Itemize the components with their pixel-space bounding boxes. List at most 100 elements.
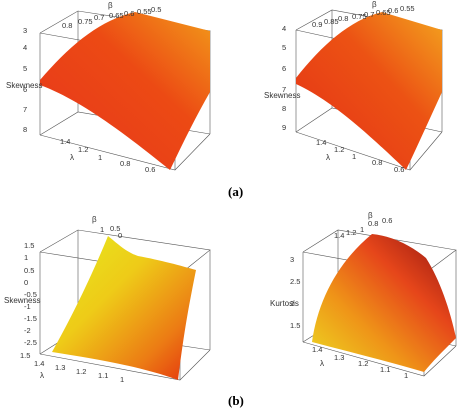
y-tick: 0.6 xyxy=(145,165,155,174)
z-axis-ticks: 3 2.5 2 1.5 xyxy=(290,255,300,330)
surface xyxy=(52,236,196,380)
x-tick: 1 xyxy=(100,225,104,234)
y-axis-label: λ xyxy=(326,153,330,162)
chart-b-right: 3 2.5 2 1.5 Kurtosis 1.4 1.3 1.2 1.1 1 λ… xyxy=(270,211,457,380)
z-axis-label: Skewness xyxy=(6,81,42,90)
x-axis-ticks: 1 0.5 0 xyxy=(100,224,122,240)
x-tick: 0.7 xyxy=(364,10,374,19)
z-tick: 6 xyxy=(282,64,286,73)
x-tick: 0 xyxy=(118,231,122,240)
y-tick: 1.5 xyxy=(20,351,30,360)
z-tick: 9 xyxy=(282,123,286,132)
y-tick: 1.4 xyxy=(34,359,44,368)
x-tick: 0.9 xyxy=(312,20,322,29)
x-tick: 0.55 xyxy=(400,4,415,13)
z-axis-label: Kurtosis xyxy=(270,299,299,308)
x-axis-ticks: 0.8 0.75 0.7 0.65 0.6 0.55 0.5 xyxy=(62,5,161,30)
y-axis-ticks: 1.4 1.3 1.2 1.1 1 xyxy=(312,345,408,380)
x-axis-label: β xyxy=(108,1,113,10)
x-tick: 0.85 xyxy=(324,17,339,26)
z-tick: 8 xyxy=(23,125,27,134)
y-axis-label: λ xyxy=(320,359,324,368)
z-tick: -2 xyxy=(24,326,31,335)
z-tick: 7 xyxy=(23,105,27,114)
y-tick: 1.2 xyxy=(76,367,86,376)
y-tick: 1.4 xyxy=(316,138,326,147)
z-tick: 1.5 xyxy=(290,321,300,330)
surface xyxy=(296,12,442,170)
z-tick: -0.5 xyxy=(24,290,37,299)
z-tick: 0.5 xyxy=(24,266,34,275)
chart-a-right: 4 5 6 7 8 9 Skewness 1.4 1.2 1 0.8 0.6 λ… xyxy=(264,0,443,174)
z-tick: 6 xyxy=(23,85,27,94)
y-tick: 0.8 xyxy=(372,158,382,167)
y-tick: 1.1 xyxy=(380,365,390,374)
x-tick: 0.75 xyxy=(78,17,93,26)
z-tick: 8 xyxy=(282,104,286,113)
z-tick: -2.5 xyxy=(24,338,37,347)
x-tick: 0.55 xyxy=(137,7,152,16)
panel-label-b: (b) xyxy=(228,393,244,408)
x-tick: 1.2 xyxy=(346,228,356,237)
z-axis-ticks: 4 5 6 7 8 9 xyxy=(282,24,286,132)
z-tick: 1.5 xyxy=(24,241,34,250)
z-tick: 5 xyxy=(282,43,286,52)
surface xyxy=(312,234,456,372)
z-axis-label: Skewness xyxy=(264,91,300,100)
y-tick: 1.4 xyxy=(312,345,322,354)
y-tick: 1 xyxy=(352,152,356,161)
z-tick: 3 xyxy=(23,26,27,35)
chart-b-left: 1.5 1 0.5 0 -0.5 -1 -1.5 -2 -2.5 Skewnes… xyxy=(4,215,211,384)
y-tick: 0.8 xyxy=(120,159,130,168)
z-tick: 3 xyxy=(290,255,294,264)
z-tick: 2.5 xyxy=(290,277,300,286)
z-axis-label: Skewness xyxy=(4,296,40,305)
z-tick: 5 xyxy=(23,64,27,73)
y-tick: 1 xyxy=(120,375,124,384)
x-tick: 0.65 xyxy=(109,11,124,20)
y-tick: 1.2 xyxy=(78,145,88,154)
x-tick: 0.8 xyxy=(368,219,378,228)
y-tick: 1 xyxy=(98,153,102,162)
y-axis-label: λ xyxy=(40,371,44,380)
y-tick: 1.1 xyxy=(98,371,108,380)
x-tick: 0.65 xyxy=(376,8,391,17)
z-tick: -1.5 xyxy=(24,314,37,323)
y-tick: 1.2 xyxy=(358,359,368,368)
surface xyxy=(40,12,210,170)
chart-a-left: 3 4 5 6 7 8 Skewness 1.4 1.2 1 0.8 0.6 λ… xyxy=(6,1,211,174)
z-tick: 4 xyxy=(23,43,27,52)
x-tick: 0.6 xyxy=(382,216,392,225)
x-axis-label: β xyxy=(372,0,377,9)
y-tick: 1.2 xyxy=(334,145,344,154)
x-tick: 0.75 xyxy=(352,12,367,21)
y-tick: 1 xyxy=(404,371,408,380)
x-tick: 0.5 xyxy=(151,5,161,14)
y-tick: 1.3 xyxy=(334,353,344,362)
z-tick: 4 xyxy=(282,24,286,33)
z-tick: -1 xyxy=(24,302,31,311)
y-axis-ticks: 1.4 1.2 1 0.8 0.6 xyxy=(60,137,155,174)
x-tick: 1.4 xyxy=(334,231,344,240)
x-axis-label: β xyxy=(368,211,373,220)
panel-label-a: (a) xyxy=(228,184,243,199)
z-axis-ticks: 1.5 1 0.5 0 -0.5 -1 -1.5 -2 -2.5 xyxy=(24,241,37,347)
x-axis-ticks: 1.4 1.2 1 0.8 0.6 xyxy=(334,216,392,240)
x-tick: 0.8 xyxy=(338,14,348,23)
x-tick: 0.6 xyxy=(388,6,398,15)
z-axis-ticks: 3 4 5 6 7 8 xyxy=(23,26,27,134)
y-tick: 1.3 xyxy=(55,363,65,372)
y-tick: 0.6 xyxy=(394,165,404,174)
x-axis-ticks: 0.9 0.85 0.8 0.75 0.7 0.65 0.6 0.55 xyxy=(312,4,415,29)
y-axis-label: λ xyxy=(70,153,74,162)
y-axis-ticks: 1.5 1.4 1.3 1.2 1.1 1 xyxy=(20,351,124,384)
x-tick: 0.5 xyxy=(110,224,120,233)
z-tick: 2 xyxy=(290,299,294,308)
x-tick: 0.6 xyxy=(124,9,134,18)
y-tick: 1.4 xyxy=(60,137,70,146)
y-axis-ticks: 1.4 1.2 1 0.8 0.6 xyxy=(316,138,404,174)
z-tick: 1 xyxy=(24,253,28,262)
x-tick: 0.7 xyxy=(94,13,104,22)
z-tick: 0 xyxy=(24,278,28,287)
